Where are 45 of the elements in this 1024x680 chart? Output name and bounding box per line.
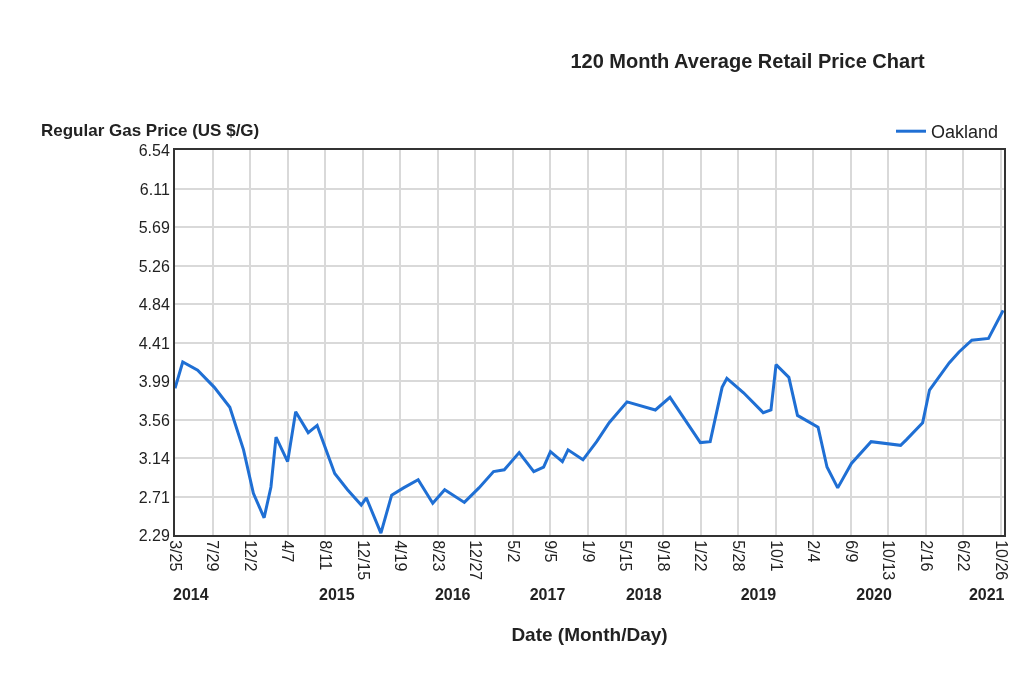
x-tick-label: 8/11 xyxy=(316,540,334,571)
x2-tick-label: 2019 xyxy=(740,586,777,603)
x2-tick-label: 2020 xyxy=(856,586,892,603)
x-tick-label: 6/9 xyxy=(842,540,860,563)
y-tick-label: 3.14 xyxy=(138,449,170,467)
x-tick-label: 5/2 xyxy=(504,540,522,563)
x-tick-label: 12/2 xyxy=(241,540,259,572)
x-tick-label: 5/28 xyxy=(730,540,747,572)
x-tick-label: 2/4 xyxy=(805,540,823,563)
x2-tick-label: 2017 xyxy=(529,586,566,603)
x-tick-label: 10/1 xyxy=(767,540,785,572)
line-series xyxy=(175,308,1004,535)
x-tick-label: 1/9 xyxy=(579,540,597,563)
y-tick-label: 4.41 xyxy=(138,334,170,352)
x2-tick-label: 2015 xyxy=(319,586,355,603)
x-tick-label: 2/16 xyxy=(917,540,935,572)
y-tick-label: 5.26 xyxy=(138,257,170,275)
y-tick-label: 3.56 xyxy=(138,411,170,429)
legend-label: Oakland xyxy=(931,122,999,143)
x-tick-label: 8/23 xyxy=(429,540,447,572)
y-axis-title: Regular Gas Price (US $/G) xyxy=(41,121,260,140)
x-tick-label: 10/13 xyxy=(880,540,898,581)
y-tick-label: 3.99 xyxy=(138,372,170,390)
x2-tick-label: 2014 xyxy=(172,586,209,603)
x-tick-label: 4/7 xyxy=(279,540,297,563)
x-tick-label: 1/22 xyxy=(692,540,710,572)
x-tick-label: 9/5 xyxy=(542,540,560,563)
x2-tick-label: 2016 xyxy=(434,586,471,603)
x-tick-label: 12/27 xyxy=(467,540,485,581)
y-tick-label: 2.71 xyxy=(138,488,170,506)
chart-title: 120 Month Average Retail Price Chart xyxy=(570,50,925,73)
x-tick-label: 6/22 xyxy=(955,540,973,572)
x-tick-label: 12/15 xyxy=(354,540,372,581)
x2-tick-label: 2021 xyxy=(968,586,1005,603)
x2-tick-label: 2018 xyxy=(625,586,662,603)
y-tick-label: 4.84 xyxy=(138,295,170,313)
y-tick-label: 5.69 xyxy=(138,218,170,236)
x-tick-label: 4/19 xyxy=(392,540,410,572)
x-tick-label: 5/15 xyxy=(617,540,635,572)
y-tick-label: 6.11 xyxy=(139,180,170,198)
y-tick-label: 6.54 xyxy=(138,141,170,159)
x-tick-label: 7/29 xyxy=(204,540,222,572)
x-tick-label: 9/18 xyxy=(654,540,672,572)
x-axis-title: Date (Month/Day) xyxy=(511,623,668,645)
x-tick-label: 10/26 xyxy=(992,540,1010,581)
